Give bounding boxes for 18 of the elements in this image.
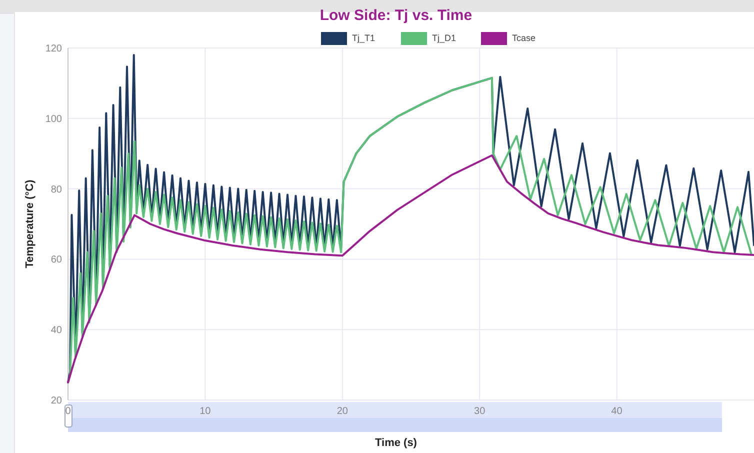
x-tick-label: 0 bbox=[65, 406, 72, 417]
x-tick-label: 10 bbox=[200, 406, 212, 417]
y-tick-label: 40 bbox=[50, 325, 62, 336]
y-tick-label: 100 bbox=[45, 114, 62, 125]
y-tick-label: 80 bbox=[50, 184, 62, 196]
legend-label: Tj_T1 bbox=[352, 33, 376, 44]
x-tick-label: 20 bbox=[336, 406, 348, 417]
x-axis-title: Time (s) bbox=[375, 437, 418, 449]
legend-label: Tj_D1 bbox=[432, 33, 456, 44]
line-series bbox=[67, 154, 754, 384]
x-tick-label: 40 bbox=[611, 406, 623, 417]
x-tick-label: 30 bbox=[474, 406, 486, 417]
chart-title: Low Side: Tj vs. Time bbox=[320, 7, 472, 24]
y-axis-title: Temperature (°C) bbox=[24, 179, 36, 268]
y-tick-label: 60 bbox=[50, 254, 62, 266]
legend-label: Tcase bbox=[512, 33, 536, 44]
y-tick-label: 120 bbox=[45, 44, 62, 54]
y-tick-label: 20 bbox=[50, 396, 62, 406]
